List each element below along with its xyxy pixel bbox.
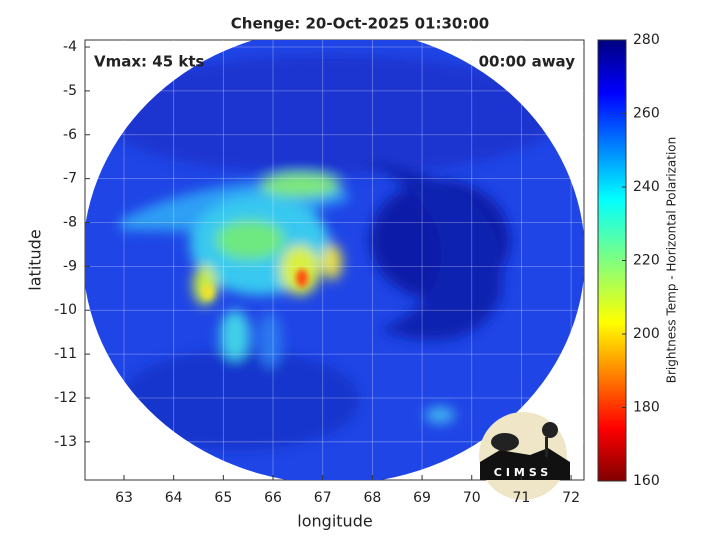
- x-tick-label: 71: [512, 490, 530, 506]
- colorbar-tick-label: 260: [633, 106, 660, 122]
- colorbar-tick-label: 180: [633, 400, 660, 416]
- satellite-image: [85, 40, 584, 480]
- x-tick-label: 68: [363, 490, 381, 506]
- colorbar: [597, 39, 627, 482]
- colorbar-tick-label: 160: [633, 473, 660, 489]
- y-tick-label: -11: [54, 346, 77, 362]
- logo: CIMSS: [479, 412, 570, 500]
- colorbar-tick-label: 240: [633, 179, 660, 195]
- y-tick-label: -7: [63, 171, 77, 187]
- grid: [85, 40, 584, 480]
- y-tick-label: -6: [63, 127, 77, 143]
- annotation: Vmax: 45 kts: [94, 53, 204, 71]
- x-axis-label: longitude: [297, 512, 372, 531]
- x-tick-label: 65: [214, 490, 232, 506]
- y-tick-label: -10: [54, 302, 77, 318]
- colorbar-tick-label: 220: [633, 253, 660, 269]
- x-tick-label: 66: [264, 490, 282, 506]
- y-tick-label: -13: [54, 434, 77, 450]
- y-tick-label: -8: [63, 214, 77, 230]
- x-tick-label: 64: [165, 490, 183, 506]
- y-tick-label: -9: [63, 258, 77, 274]
- colorbar-tick-label: 200: [633, 326, 660, 342]
- y-tick-label: -5: [63, 83, 77, 99]
- y-tick-label: -12: [54, 390, 77, 406]
- x-tick-label: 63: [115, 490, 133, 506]
- x-tick-label: 69: [413, 490, 431, 506]
- y-axis-label: latitude: [26, 229, 45, 290]
- chart-title: Chenge: 20-Oct-2025 01:30:00: [231, 15, 489, 33]
- logo-text: CIMSS: [494, 466, 552, 479]
- x-tick-label: 72: [562, 490, 580, 506]
- y-tick-label: -4: [63, 39, 77, 55]
- colorbar-label: Brightness Temp - Horizontal Polarizatio…: [665, 137, 679, 384]
- annotation: 00:00 away: [479, 53, 576, 71]
- x-tick-label: 70: [463, 490, 481, 506]
- x-tick-label: 67: [314, 490, 332, 506]
- colorbar-tick-label: 280: [633, 32, 660, 48]
